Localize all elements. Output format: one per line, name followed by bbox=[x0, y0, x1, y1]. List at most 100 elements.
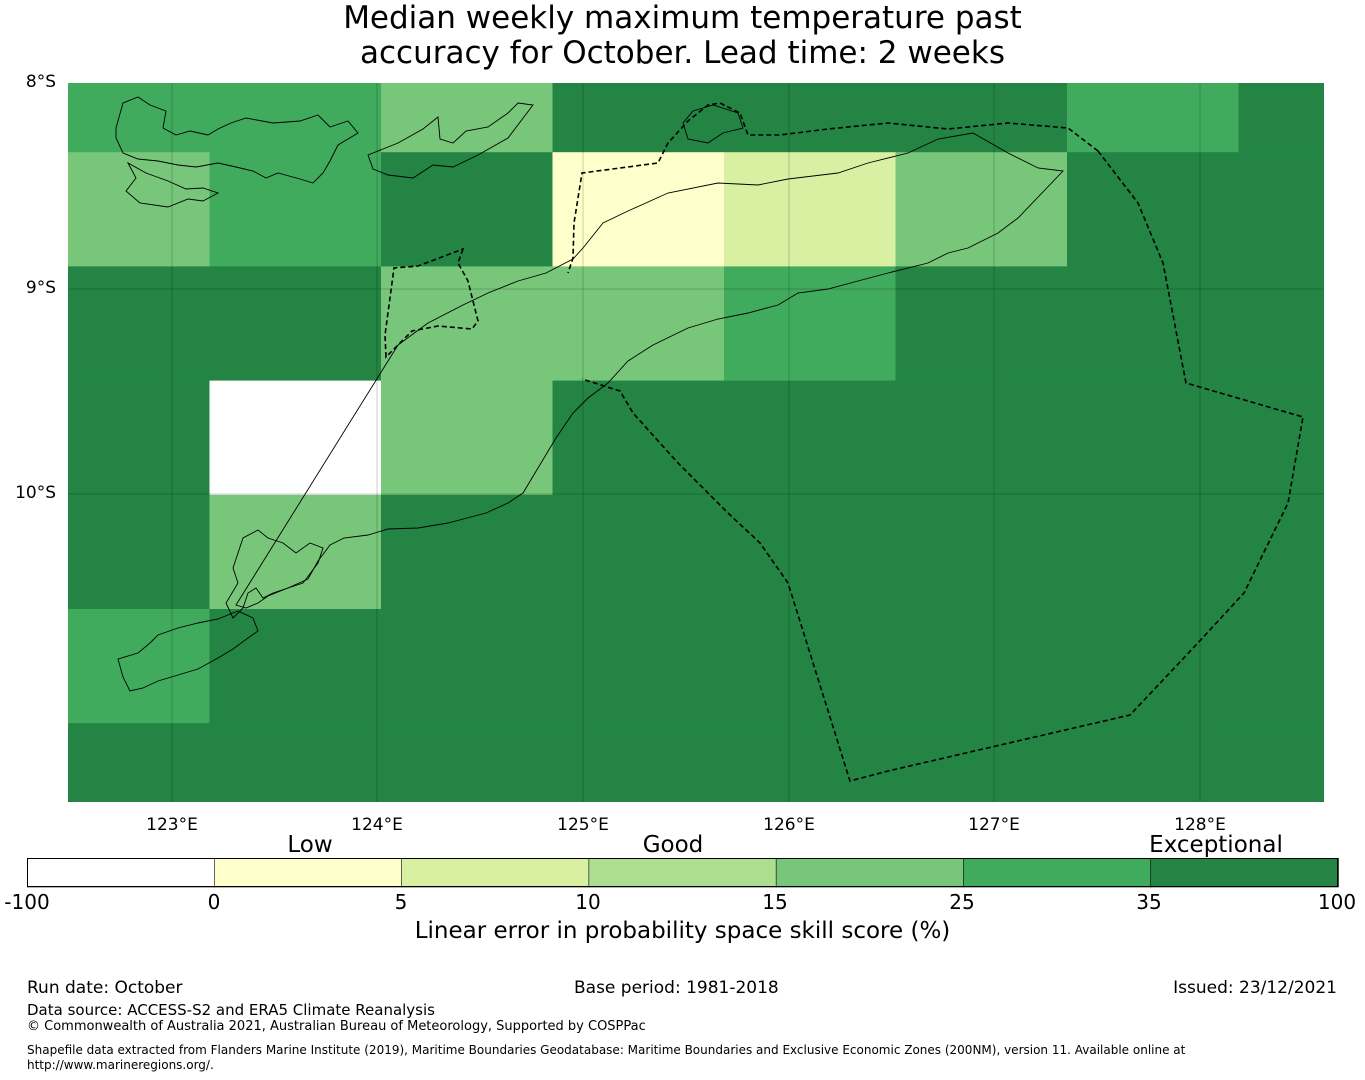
heatmap-cell bbox=[895, 609, 1068, 724]
wetar-coastline bbox=[682, 104, 744, 144]
lat-label-8s: 8°S bbox=[25, 72, 56, 92]
heatmap-cell bbox=[895, 83, 1068, 153]
colorbar-segment bbox=[963, 858, 1152, 888]
heatmap-cell bbox=[724, 494, 897, 610]
heatmap-cell bbox=[1238, 723, 1324, 802]
oecusse-boundary bbox=[384, 247, 479, 359]
heatmap-cell bbox=[552, 266, 725, 382]
colorbar-tick-label: 100 bbox=[1317, 890, 1357, 914]
shapefile-credit-line1: Shapefile data extracted from Flanders M… bbox=[27, 1043, 1186, 1057]
heatmap-cell bbox=[1067, 83, 1240, 153]
heatmap-cell bbox=[1067, 152, 1240, 267]
colorbar-tick-label: 15 bbox=[762, 890, 788, 914]
heatmap-cell bbox=[552, 152, 725, 267]
coastlines bbox=[115, 96, 1064, 692]
lat-label-9s: 9°S bbox=[25, 278, 56, 298]
heatmap-cell bbox=[724, 152, 897, 267]
heatmap-cell bbox=[1067, 723, 1240, 802]
heatmap-cell bbox=[724, 380, 897, 496]
colorbar-tick-label: 10 bbox=[575, 890, 601, 914]
colorbar-tick-label: 0 bbox=[207, 890, 221, 914]
colorbar-segments bbox=[27, 858, 1339, 888]
heatmap-cell bbox=[1238, 494, 1324, 610]
heatmap-cell bbox=[724, 609, 897, 724]
heatmap-cell bbox=[895, 494, 1068, 610]
heatmap-cell bbox=[552, 609, 725, 724]
base-period: Base period: 1981-2018 bbox=[574, 978, 779, 998]
heatmap-cell bbox=[1238, 83, 1324, 153]
heatmap-cell bbox=[68, 723, 211, 802]
lon-label-125e: 125°E bbox=[557, 815, 609, 835]
colorbar-tick-label: 5 bbox=[394, 890, 408, 914]
colorbar-segment bbox=[775, 858, 965, 888]
category-good: Good bbox=[642, 832, 704, 858]
heatmap-cell bbox=[381, 609, 554, 724]
lon-label-124e: 124°E bbox=[351, 815, 403, 835]
lat-label-10s: 10°S bbox=[15, 483, 56, 503]
heatmap-cell bbox=[552, 723, 725, 802]
heatmap-cell bbox=[724, 723, 897, 802]
heatmap-cell bbox=[1067, 266, 1240, 382]
heatmap-cell bbox=[895, 266, 1068, 382]
heatmap-cell bbox=[381, 494, 554, 610]
heatmap-cell bbox=[209, 83, 382, 153]
eez-boundary-north bbox=[567, 102, 1099, 274]
heatmap-cell bbox=[381, 723, 554, 802]
heatmap-cell bbox=[1238, 380, 1324, 496]
colorbar-segment bbox=[27, 858, 216, 888]
semau-coastline bbox=[225, 529, 324, 619]
heatmap-cells bbox=[68, 83, 1324, 802]
heatmap-cell bbox=[1067, 380, 1240, 496]
shapefile-credit-line2: http://www.marineregions.org/. bbox=[27, 1058, 214, 1072]
heatmap-cell bbox=[209, 380, 382, 496]
category-exceptional: Exceptional bbox=[1149, 832, 1283, 858]
alor-coastline bbox=[367, 102, 534, 179]
heatmap-cell bbox=[724, 83, 897, 153]
colorbar-tick-label: -100 bbox=[4, 890, 50, 914]
heatmap-cell bbox=[1067, 609, 1240, 724]
heatmap-cell bbox=[552, 83, 725, 153]
lembata-coastline bbox=[125, 161, 220, 208]
graticule bbox=[68, 83, 1324, 802]
heatmap-cell bbox=[1067, 494, 1240, 610]
heatmap-cell bbox=[1238, 152, 1324, 267]
colorbar-segment bbox=[588, 858, 777, 888]
data-source: Data source: ACCESS-S2 and ERA5 Climate … bbox=[27, 1001, 435, 1019]
heatmap-cell bbox=[381, 380, 554, 496]
skill-score-map bbox=[68, 83, 1324, 802]
lon-label-123e: 123°E bbox=[146, 815, 198, 835]
heatmap-cell bbox=[381, 83, 554, 153]
colorbar-tick-label: 25 bbox=[949, 890, 975, 914]
heatmap-cell bbox=[381, 152, 554, 267]
heatmap-cell bbox=[724, 266, 897, 382]
colorbar-segment bbox=[1150, 858, 1339, 888]
heatmap-cell bbox=[68, 266, 211, 382]
colorbar bbox=[27, 858, 1339, 888]
heatmap-cell bbox=[1238, 266, 1324, 382]
category-low: Low bbox=[287, 832, 333, 858]
heatmap-cell bbox=[209, 609, 382, 724]
colorbar-label: Linear error in probability space skill … bbox=[414, 918, 951, 944]
maritime-boundary bbox=[384, 102, 1304, 782]
copyright: © Commonwealth of Australia 2021, Austra… bbox=[27, 1019, 646, 1034]
heatmap-cell bbox=[68, 494, 211, 610]
heatmap-cell bbox=[552, 494, 725, 610]
eez-boundary-east bbox=[581, 150, 1304, 782]
heatmap-cell bbox=[895, 152, 1068, 267]
colorbar-tick-label: 35 bbox=[1136, 890, 1162, 914]
timor-coastline bbox=[235, 132, 1064, 609]
heatmap-cell bbox=[209, 266, 382, 382]
heatmap-cell bbox=[1238, 609, 1324, 724]
heatmap-cell bbox=[895, 380, 1068, 496]
flores-coastline bbox=[115, 96, 359, 184]
heatmap-cell bbox=[552, 380, 725, 496]
heatmap-cell bbox=[381, 266, 554, 382]
lon-label-127e: 127°E bbox=[968, 815, 1020, 835]
issued-date: Issued: 23/12/2021 bbox=[1173, 978, 1337, 998]
heatmap-cell bbox=[209, 723, 382, 802]
heatmap-cell bbox=[68, 83, 211, 153]
heatmap-cell bbox=[68, 380, 211, 496]
map-title-line1: Median weekly maximum temperature past bbox=[343, 0, 1022, 36]
lon-label-128e: 128°E bbox=[1174, 815, 1226, 835]
lon-label-126e: 126°E bbox=[763, 815, 815, 835]
